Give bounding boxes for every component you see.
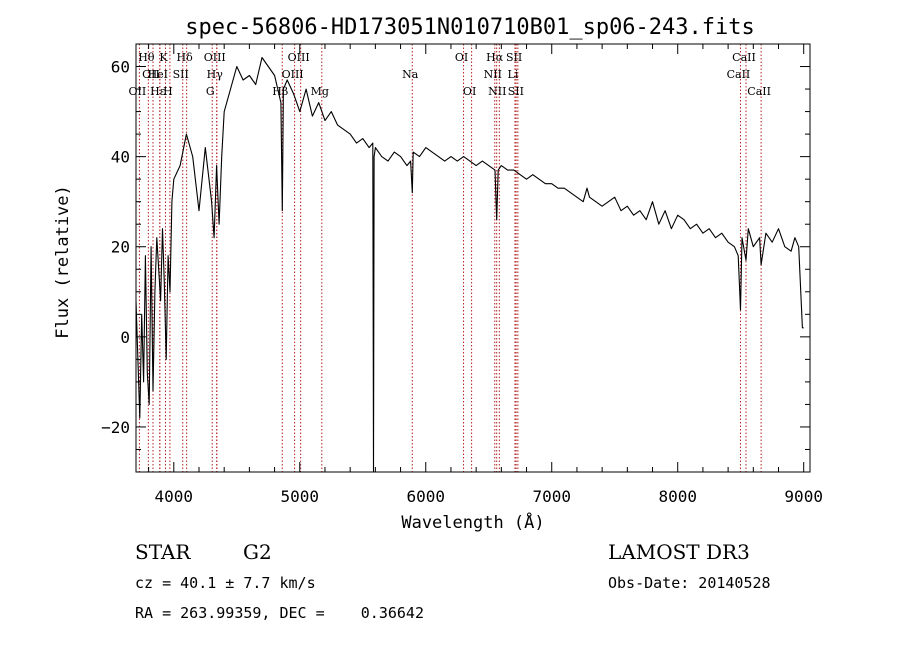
spectral-line-label: OI [463,85,476,98]
x-axis-ticks: 4000 5000 6000 7000 8000 9000 [148,44,823,506]
x-tick-label: 8000 [658,487,697,506]
spectral-line-label: SII [508,85,524,98]
spectral-line-label: SII [506,51,522,64]
spectral-line-label: Hθ [138,51,155,64]
spectral-line-label: OII [129,85,147,98]
spectral-line-label: Hε [150,85,166,98]
object-class: STAR [135,540,191,564]
spectral-line-label: Hγ [207,68,224,81]
obs-date: Obs-Date: 20140528 [608,574,771,592]
spectral-line-label: HeI [148,68,168,81]
x-tick-label: 7000 [532,487,571,506]
spectral-line-label: OIII [288,51,310,64]
y-tick-label: 0 [120,328,130,347]
spectral-line-label: CaII [747,85,771,98]
x-tick-label: 4000 [155,487,194,506]
spectral-line-label: Hβ [272,85,288,98]
spectral-line-label: K [159,51,168,64]
x-tick-label: 9000 [784,487,823,506]
spectral-line-label: Hα [486,51,504,64]
x-axis-label: Wavelength (Å) [401,511,544,533]
y-axis-label: Flux (relative) [53,185,73,339]
spectral-line-label: OIII [204,51,226,64]
spectral-line-label: OIII [282,68,304,81]
spectral-line-markers [138,44,762,472]
spectral-line-label: Hδ [177,51,194,64]
chart-title: spec-56806-HD173051N010710B01_sp06-243.f… [185,15,755,40]
spectral-line-label: SII [173,68,189,81]
coordinates: RA = 263.99359, DEC = 0.36642 [135,604,424,622]
spectral-line-label: H [163,85,173,98]
spectral-line-label: OI [455,51,468,64]
survey-name: LAMOST DR3 [608,540,750,564]
spectral-line-label: OII [142,68,160,81]
x-tick-label: 5000 [281,487,320,506]
object-subclass: G2 [243,540,272,564]
y-tick-label: 40 [111,148,130,167]
spectral-line-label: NII [488,85,506,98]
spectral-line-label: CaII [732,51,756,64]
spectral-line-label: Na [402,68,419,81]
y-axis-ticks: −20 0 20 40 60 [101,43,810,473]
y-tick-label: 60 [111,58,130,77]
y-tick-label: −20 [101,418,130,437]
plot-frame [135,43,811,473]
redshift-value: cz = 40.1 ± 7.7 km/s [135,574,316,592]
spectral-line-label: G [206,85,215,98]
spectral-line-label: Li [508,68,519,81]
y-tick-label: 20 [111,238,130,257]
spectral-line-label: Mg [311,85,329,98]
spectral-line-label: CaII [727,68,751,81]
x-tick-label: 6000 [406,487,445,506]
spectral-line-label: NII [484,68,502,81]
spectrum-line [135,56,804,473]
